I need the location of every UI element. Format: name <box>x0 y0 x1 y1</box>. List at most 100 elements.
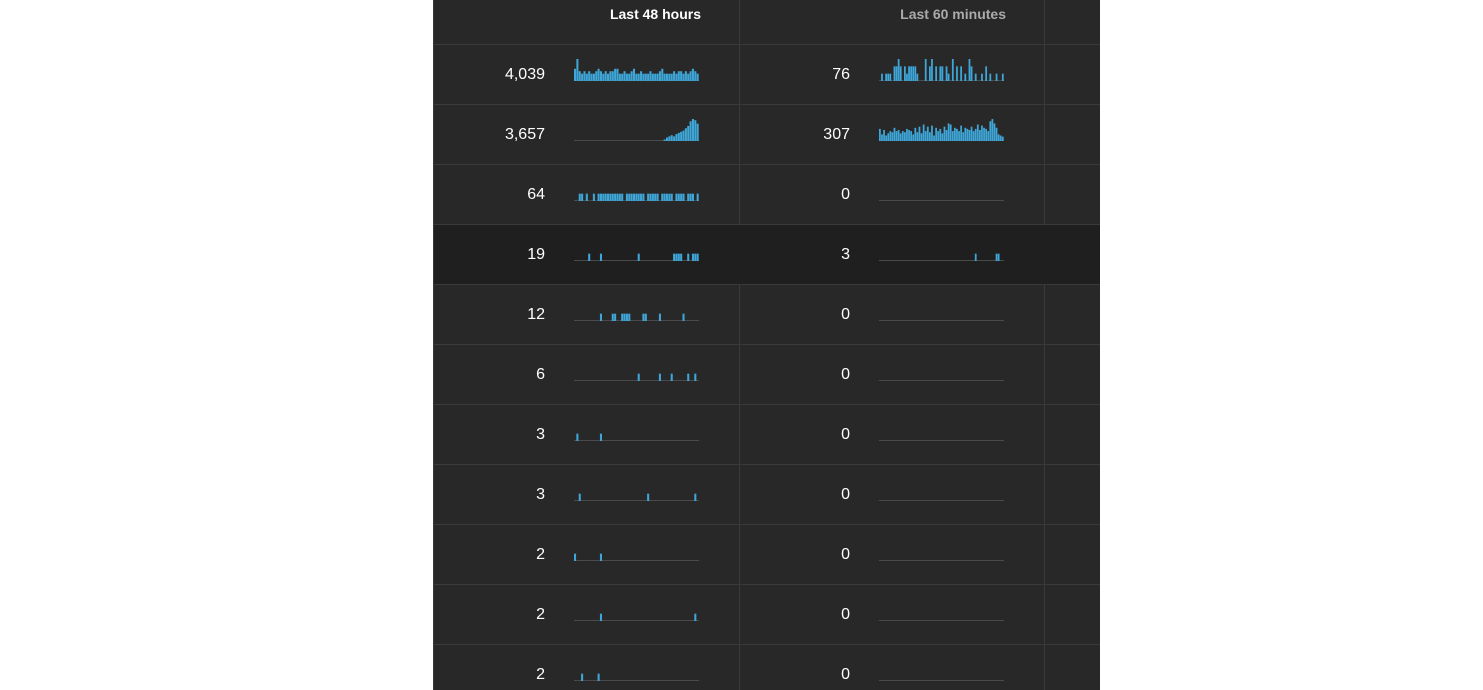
count-last-60-minutes: 0 <box>841 666 850 683</box>
sparkline-bar <box>696 253 699 261</box>
sparkline-bar <box>684 128 687 141</box>
table-row[interactable]: 4,039 76 <box>434 45 1100 105</box>
sparkline-bar <box>906 128 908 141</box>
sparkline-bar <box>897 59 900 81</box>
sparkline-bar <box>597 193 600 201</box>
sparkline-bar <box>618 73 621 81</box>
sparkline-bar <box>609 193 612 201</box>
sparkline-bar <box>581 73 584 81</box>
sparkline-bar <box>993 123 996 141</box>
sparkline-bar <box>623 71 626 81</box>
sparkline-48-hours <box>574 193 699 201</box>
sparkline-bar <box>964 73 967 81</box>
sparkline-bar <box>910 131 913 141</box>
sparkline-60-minutes <box>879 560 1004 561</box>
sparkline-48-hours <box>574 119 699 141</box>
sparkline-48-hours <box>574 59 699 81</box>
sparkline-bar <box>677 71 680 81</box>
sparkline-bar <box>599 313 602 321</box>
sparkline-bar <box>602 73 605 81</box>
sparkline-bar <box>604 71 607 81</box>
sparkline-bar <box>985 128 988 141</box>
header-last-48-hours[interactable]: Last 48 hours <box>609 6 701 22</box>
sparkline-bar <box>576 59 579 81</box>
sparkline-bar <box>628 313 631 321</box>
sparkline-bar <box>665 193 669 201</box>
sparkline-bar <box>595 71 598 81</box>
sparkline-bar <box>599 613 602 621</box>
sparkline-48-hours <box>574 313 699 321</box>
sparkline-bar <box>916 132 919 141</box>
count-last-48-hours: 3 <box>536 486 545 503</box>
sparkline-bar <box>680 131 683 141</box>
sparkline-48-hours <box>574 673 699 681</box>
table-row[interactable]: 64 0 <box>434 165 1100 225</box>
sparkline-bar <box>670 73 673 81</box>
sparkline-bar <box>602 193 605 201</box>
sparkline-bar <box>581 673 584 681</box>
sparkline-bar <box>599 71 602 81</box>
sparkline-bar <box>658 71 661 81</box>
count-last-60-minutes: 0 <box>841 606 850 623</box>
sparkline-bar <box>889 73 892 81</box>
table-row[interactable]: 12 0 <box>434 285 1100 345</box>
sparkline-bar <box>922 124 925 141</box>
sparkline-bar <box>941 133 944 141</box>
sparkline-bar <box>642 193 645 201</box>
count-last-48-hours: 6 <box>536 366 545 383</box>
sparkline-bar <box>904 66 906 81</box>
sparkline-bar <box>931 59 933 81</box>
sparkline-bar <box>611 193 614 201</box>
sparkline-bar <box>951 131 954 141</box>
sparkline-bar <box>974 73 977 81</box>
sparkline-bar <box>689 121 692 141</box>
sparkline-bar <box>635 193 638 201</box>
sparkline-bar <box>588 253 591 261</box>
sparkline-bar <box>614 68 617 81</box>
sparkline-bar <box>625 313 628 321</box>
sparkline-bar <box>675 134 678 141</box>
sparkline-bar <box>947 123 950 141</box>
sparkline-bar <box>916 73 919 81</box>
sparkline-bar <box>694 613 697 621</box>
sparkline-bar <box>989 73 992 81</box>
sparkline-bar <box>696 123 699 141</box>
sparkline-bar <box>981 73 983 81</box>
sparkline-bar <box>637 193 640 201</box>
sparkline-bar <box>576 433 579 441</box>
header-last-60-minutes[interactable]: Last 60 minutes <box>900 6 1006 22</box>
sparkline-bar <box>941 66 944 81</box>
sparkline-bar <box>912 66 915 81</box>
count-last-48-hours: 19 <box>527 246 545 263</box>
sparkline-bar <box>588 71 591 81</box>
sparkline-bar <box>673 253 676 261</box>
sparkline-bar <box>673 71 676 81</box>
sparkline-60-minutes <box>879 380 1004 381</box>
sparkline-bar <box>912 134 915 141</box>
table-row[interactable]: 19 3 <box>434 225 1100 285</box>
sparkline-bar <box>663 139 666 141</box>
sparkline-bar <box>607 73 610 81</box>
sparkline-bar <box>673 136 676 141</box>
count-last-48-hours: 2 <box>536 666 545 683</box>
column-divider <box>1044 0 1045 690</box>
table-row[interactable]: 3,657 307 <box>434 105 1100 165</box>
count-last-60-minutes: 0 <box>841 546 850 563</box>
sparkline-60-minutes <box>879 500 1004 501</box>
sparkline-bar <box>614 313 617 321</box>
sparkline-bar <box>663 73 666 81</box>
sparkline-bar <box>899 66 902 81</box>
sparkline-bar <box>687 193 690 201</box>
sparkline-48-hours <box>574 373 699 381</box>
sparkline-bar <box>640 71 643 81</box>
sparkline-48-hours <box>574 553 699 561</box>
sparkline-bar <box>939 128 942 141</box>
sparkline-bar <box>644 73 647 81</box>
sparkline-bar <box>670 193 673 201</box>
